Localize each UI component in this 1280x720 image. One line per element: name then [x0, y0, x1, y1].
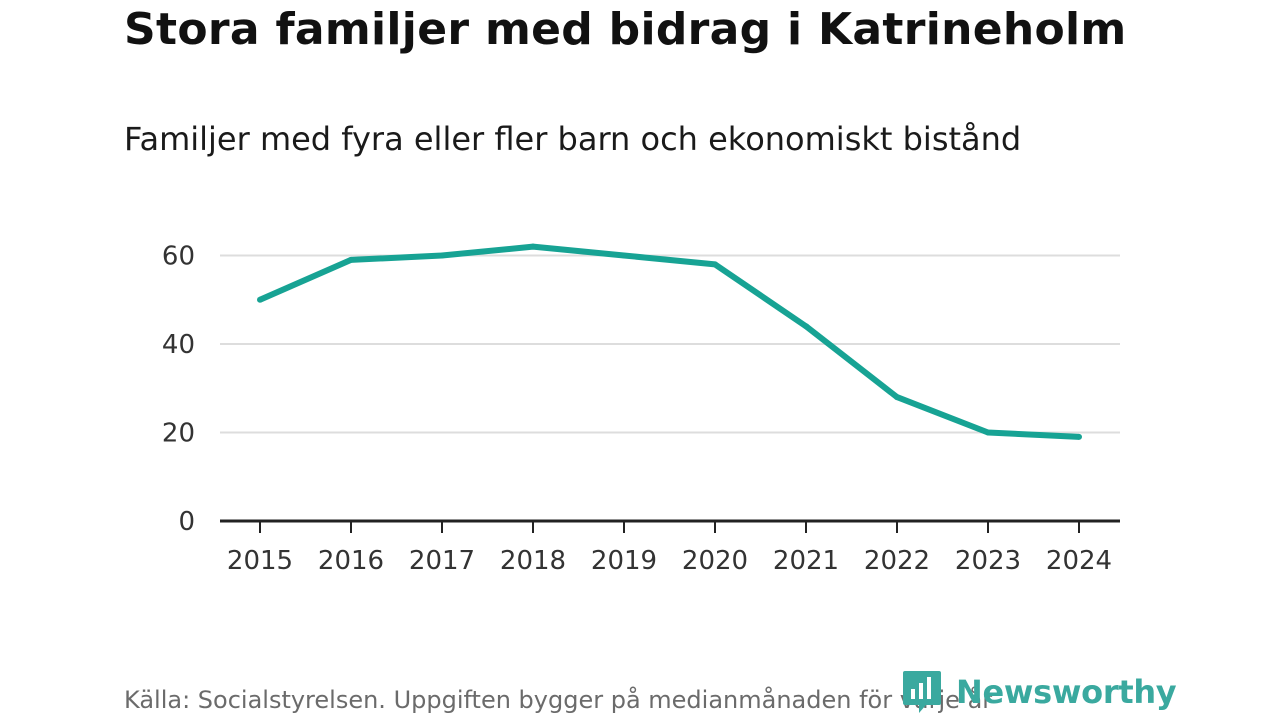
y-tick-label-40: 40: [162, 330, 195, 360]
x-tick-label-2021: 2021: [773, 546, 839, 576]
data-point-2015: [257, 296, 263, 303]
newsworthy-logo-icon: [903, 671, 941, 713]
x-tick-label-2024: 2024: [1046, 546, 1112, 576]
x-axis: 2015 2016 2017 2018 2019 2020 2021 2022 2023 2024: [220, 519, 1120, 576]
x-tick-label-2018: 2018: [500, 546, 566, 576]
newsworthy-logo: Newsworthy: [902, 670, 1177, 714]
x-tick-label-2020: 2020: [682, 546, 748, 576]
data-point-2021: [803, 323, 809, 330]
gridlines: [220, 254, 1120, 434]
data-point-2023: [985, 429, 991, 436]
data-point-2022: [894, 394, 900, 401]
x-tick-label-2016: 2016: [318, 546, 384, 576]
chart-subtitle: Familjer med fyra eller fler barn och ek…: [124, 120, 1022, 158]
line-chart: 0 20 40 60 2015 2016 2017 2018 2019 2020 2021 2022…: [162, 242, 1120, 576]
data-point-2017: [439, 252, 445, 259]
x-tick-label-2019: 2019: [591, 546, 657, 576]
chart-title: Stora familjer med bidrag i Katrineholm: [124, 4, 1127, 55]
brand-name: Newsworthy: [956, 673, 1177, 711]
y-tick-label-60: 60: [162, 242, 195, 272]
x-tick-label-2022: 2022: [864, 546, 930, 576]
x-tick-label-2017: 2017: [409, 546, 475, 576]
source-note: Källa: Socialstyrelsen. Uppgiften bygger…: [124, 686, 993, 714]
data-point-2024: [1076, 433, 1082, 440]
x-tick-label-2015: 2015: [227, 546, 293, 576]
data-point-2016: [348, 256, 354, 263]
series: [257, 243, 1082, 440]
y-tick-label-0: 0: [178, 507, 195, 537]
y-axis-ticks: 0 20 40 60: [162, 242, 195, 538]
data-point-2020: [712, 261, 718, 268]
x-tick-label-2023: 2023: [955, 546, 1021, 576]
data-point-2018: [530, 243, 536, 250]
series-line-0: [258, 243, 1080, 440]
data-point-2019: [621, 252, 627, 259]
y-tick-label-20: 20: [162, 419, 195, 449]
